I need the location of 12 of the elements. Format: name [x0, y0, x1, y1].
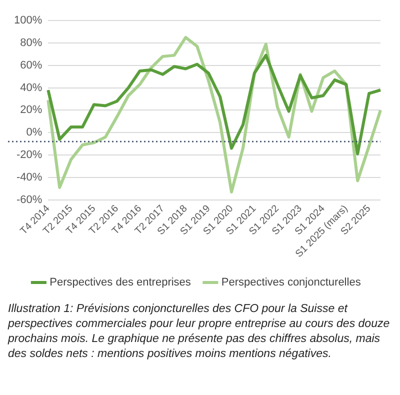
y-tick-label: 100% — [14, 14, 42, 27]
y-tick-label: 20% — [20, 104, 42, 116]
y-tick-label: 60% — [20, 59, 42, 72]
y-tick-label: -60% — [16, 194, 42, 206]
y-tick-label: 40% — [20, 82, 42, 94]
y-tick-label: -40% — [16, 171, 42, 184]
y-tick-label: -20% — [16, 149, 42, 162]
y-tick-label: 80% — [20, 37, 42, 50]
legend-label: Perspectives conjoncturelles — [221, 276, 362, 289]
text: Illustration 1: Prévisions conjoncturelles des CFO pour la Suisse et perspectives commerciales pour leur propre entreprise au cours des douze prochains mois. Le graphique ne présente pas des chiffres absolus, mais des soldes nets : mentions positives moins mentions négatives. — [8, 302, 391, 362]
legend-label: Perspectives des entreprises — [50, 276, 192, 289]
y-tick-label: 0% — [26, 126, 42, 139]
